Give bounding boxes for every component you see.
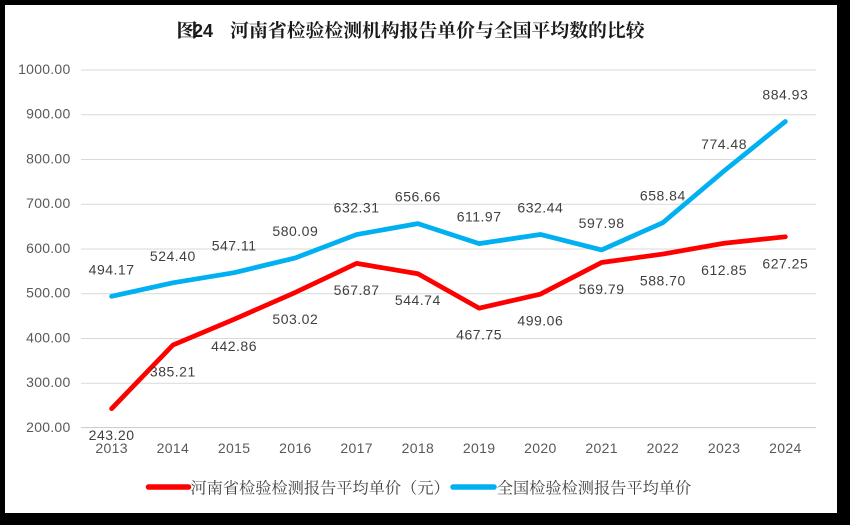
svg-text:700.00: 700.00 [26,195,70,211]
svg-text:2019: 2019 [463,440,496,456]
svg-text:632.31: 632.31 [334,200,380,216]
svg-text:300.00: 300.00 [26,374,70,390]
svg-text:2024: 2024 [769,440,802,456]
svg-text:567.87: 567.87 [334,282,380,298]
svg-text:385.21: 385.21 [150,364,196,380]
svg-text:656.66: 656.66 [395,189,441,205]
svg-text:24: 24 [193,21,213,41]
svg-text:2020: 2020 [524,440,557,456]
svg-text:243.20: 243.20 [89,427,135,443]
svg-text:494.17: 494.17 [89,261,135,277]
svg-text:400.00: 400.00 [26,329,70,345]
svg-text:612.85: 612.85 [701,262,747,278]
svg-text:611.97: 611.97 [457,209,502,225]
svg-text:2015: 2015 [218,440,251,456]
svg-text:627.25: 627.25 [762,255,808,271]
svg-text:200.00: 200.00 [26,419,70,435]
svg-text:900.00: 900.00 [26,106,70,122]
svg-text:658.84: 658.84 [640,188,686,204]
svg-text:588.70: 588.70 [640,273,686,289]
svg-text:774.48: 774.48 [701,136,747,152]
svg-text:503.02: 503.02 [272,311,318,327]
svg-text:544.74: 544.74 [395,292,441,308]
svg-text:1000.00: 1000.00 [18,61,70,77]
svg-text:2021: 2021 [585,440,618,456]
svg-text:2023: 2023 [708,440,741,456]
svg-text:500.00: 500.00 [26,285,70,301]
svg-text:524.40: 524.40 [150,248,196,264]
svg-text:632.44: 632.44 [517,199,563,215]
svg-text:2014: 2014 [157,440,190,456]
svg-text:467.75: 467.75 [456,327,502,343]
svg-text:569.79: 569.79 [579,281,625,297]
svg-text:2016: 2016 [279,440,312,456]
svg-text:2022: 2022 [647,440,680,456]
svg-text:2017: 2017 [340,440,373,456]
svg-text:442.86: 442.86 [211,338,257,354]
svg-text:884.93: 884.93 [762,86,808,102]
svg-text:800.00: 800.00 [26,150,70,166]
svg-text:499.06: 499.06 [517,313,563,329]
svg-text:2018: 2018 [402,440,435,456]
svg-text:600.00: 600.00 [26,240,70,256]
svg-text:2013: 2013 [95,440,128,456]
svg-text:580.09: 580.09 [272,223,318,239]
svg-text:547.11: 547.11 [212,238,257,254]
svg-text:597.98: 597.98 [579,215,625,231]
